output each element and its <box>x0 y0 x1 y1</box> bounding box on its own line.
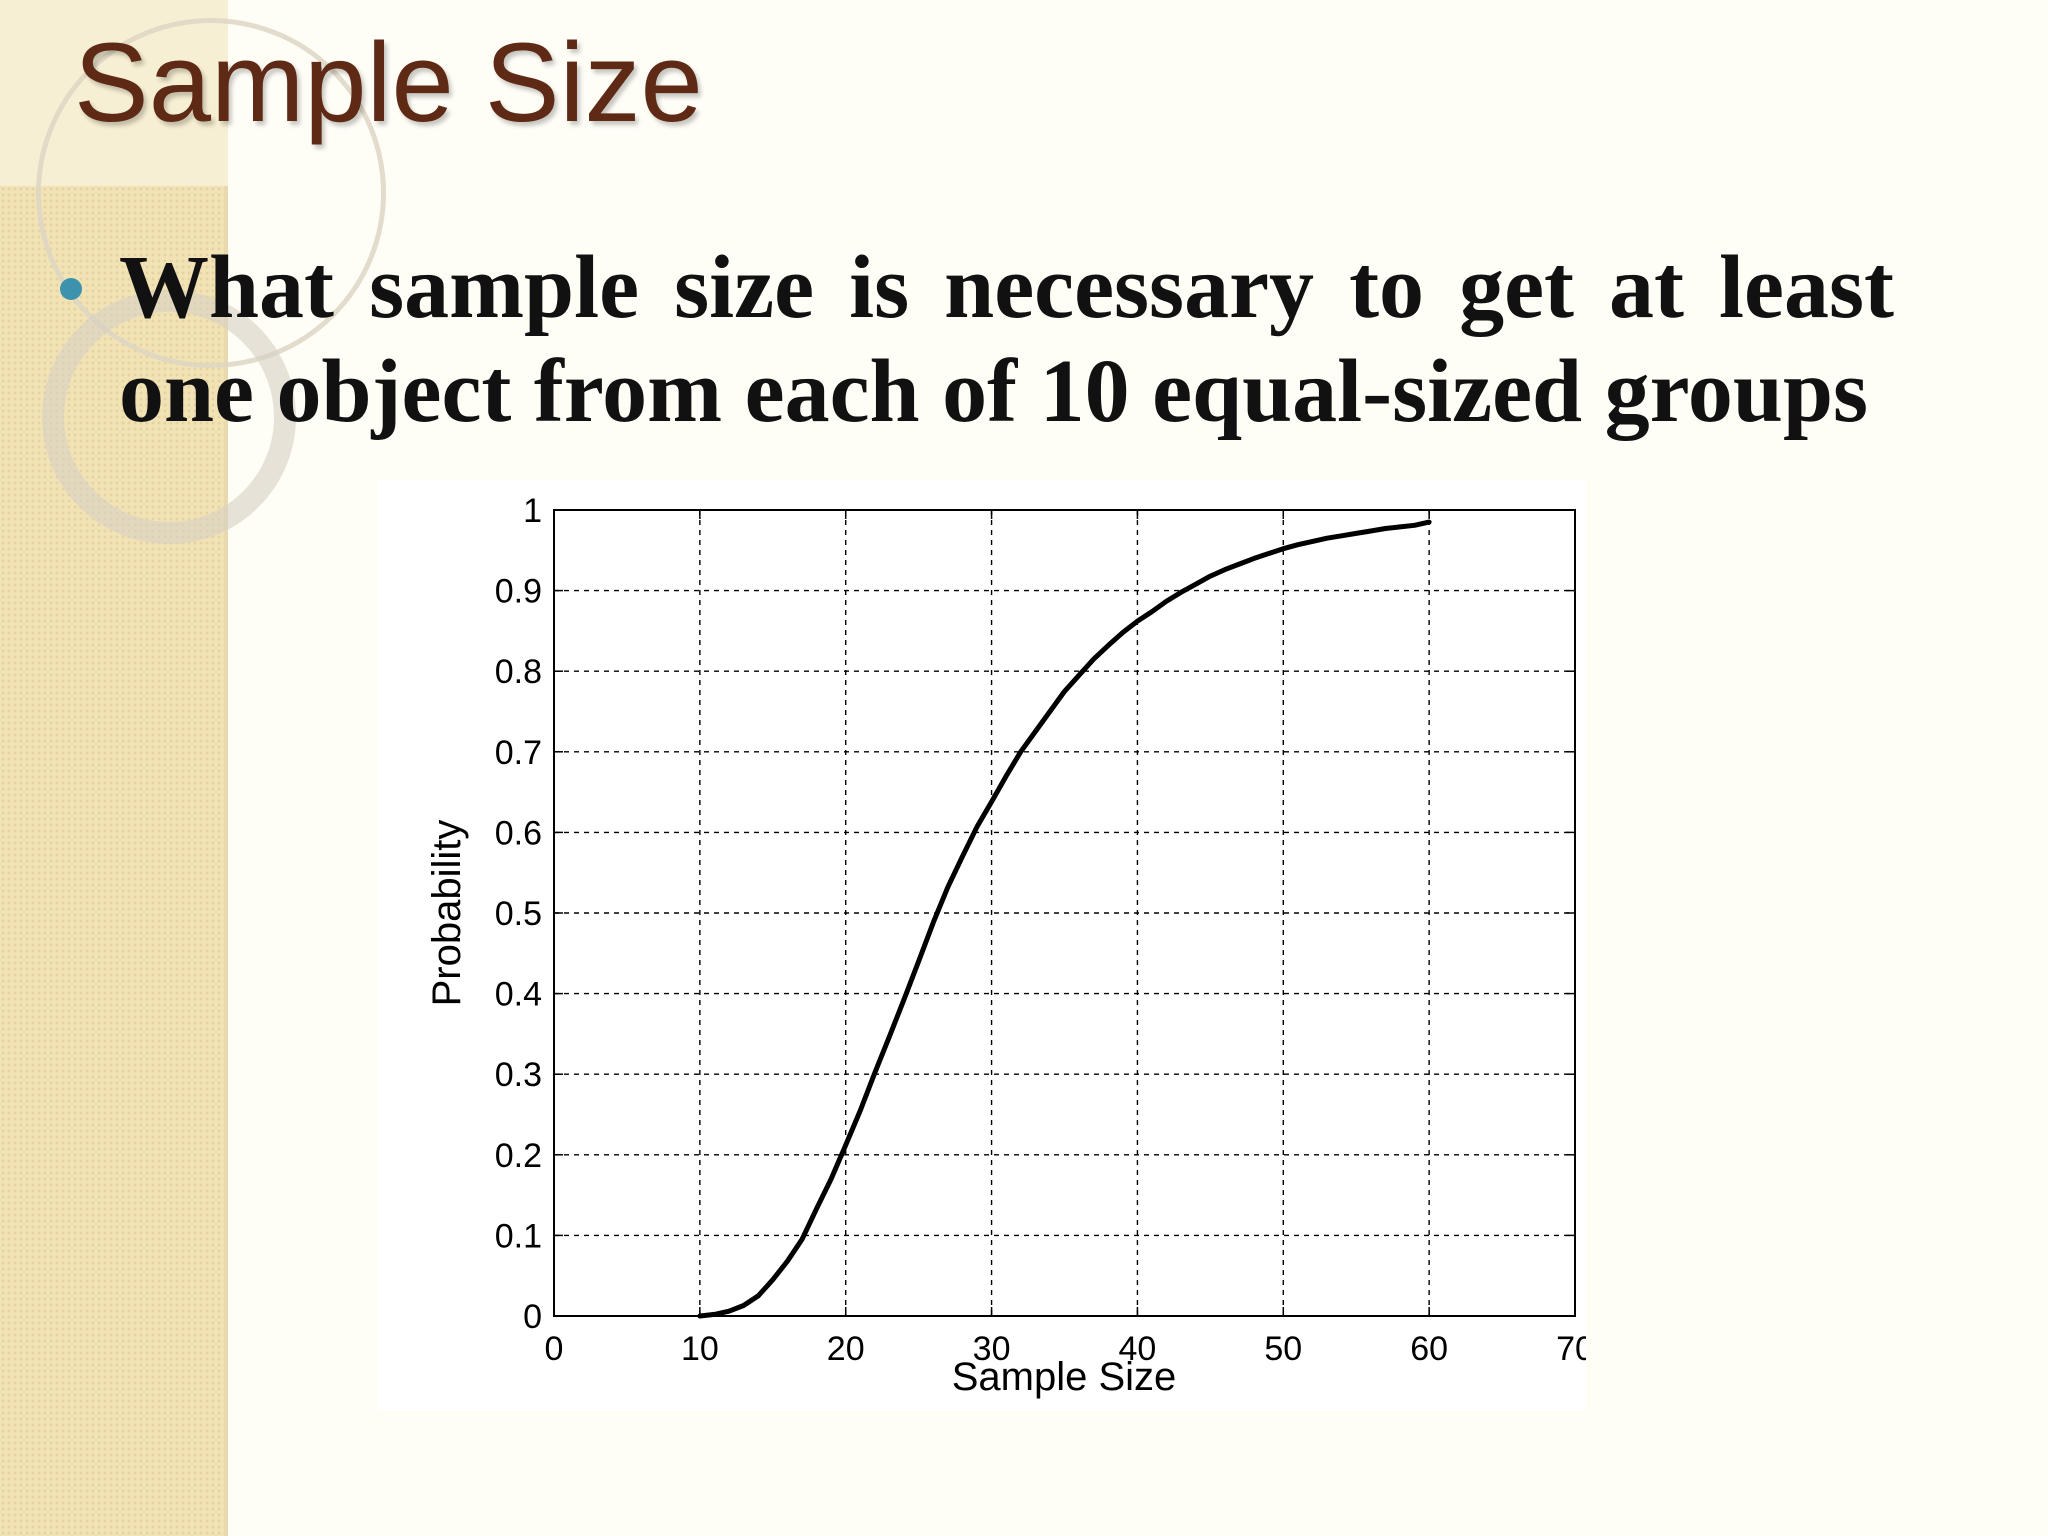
y-tick-label: 0.9 <box>495 573 542 611</box>
bullet-dot <box>60 278 82 300</box>
y-tick-label: 0.4 <box>495 976 542 1014</box>
x-tick-label: 50 <box>1264 1330 1302 1368</box>
slide-title: Sample Size <box>74 20 703 145</box>
x-axis-label: Sample Size <box>952 1355 1177 1399</box>
x-tick-label: 60 <box>1410 1330 1448 1368</box>
x-tick-label: 0 <box>545 1330 564 1368</box>
y-tick-label: 0.2 <box>495 1137 542 1175</box>
probability-curve <box>697 519 1432 1319</box>
chart-panel: 0 10 20 30 40 50 60 70 0 0.1 0.2 0.3 0.4 0.5 0.6 0.7 0.8… <box>378 480 1586 1410</box>
x-tick-label: 30 <box>973 1330 1011 1368</box>
y-tick-label: 0.7 <box>495 734 542 772</box>
x-tick-label: 20 <box>827 1330 865 1368</box>
y-tick-label: 0.5 <box>495 895 542 933</box>
y-tick-label: 0.1 <box>495 1217 542 1255</box>
y-tick-label: 0.3 <box>495 1056 542 1094</box>
probability-chart: 0 10 20 30 40 50 60 70 0 0.1 0.2 0.3 0.4 0.5 0.6 0.7 0.8… <box>425 492 1586 1399</box>
x-tick-label: 70 <box>1556 1330 1586 1368</box>
x-tick-label: 40 <box>1119 1330 1157 1368</box>
y-tick-label: 0.6 <box>495 814 542 852</box>
y-axis-label: Probability <box>425 820 469 1007</box>
bullet-text: What sample size is necessary to get at … <box>119 238 1894 441</box>
y-tick-label: 0 <box>523 1298 542 1336</box>
y-tick-label: 0.8 <box>495 653 542 691</box>
x-tick-label: 10 <box>681 1330 719 1368</box>
y-tick-label: 1 <box>523 492 542 530</box>
